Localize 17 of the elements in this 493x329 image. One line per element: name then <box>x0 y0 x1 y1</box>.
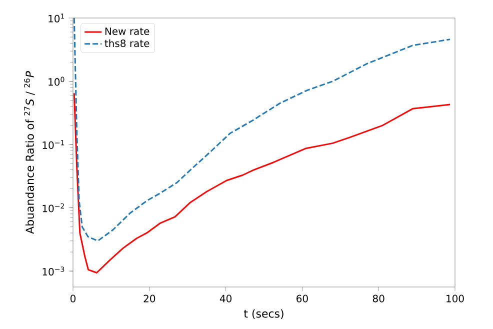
legend-label: ths8 rate <box>104 39 150 48</box>
line-series <box>73 92 451 274</box>
y-tick-label: 10$^{0}$ <box>48 76 64 86</box>
x-tick-label: 60 <box>296 294 308 302</box>
y-tick-label: 10$^{−3}$ <box>42 266 64 276</box>
y-tick-label: 10$^{1}$ <box>48 14 64 22</box>
x-tick-label: 80 <box>372 294 384 302</box>
x-tick-label: 0 <box>70 294 76 302</box>
y-tick-label: 10$^{−2}$ <box>42 203 64 212</box>
x-tick-label: 40 <box>220 294 232 302</box>
x-axis-title: t (secs) <box>244 309 284 320</box>
y-tick-label: 10$^{−1}$ <box>42 140 64 149</box>
legend-label: New rate <box>105 28 150 36</box>
x-tick-label: 20 <box>144 294 156 302</box>
y-axis-title: Abuandance Ratio of $^{27}$S / $^{26}$P <box>24 71 35 234</box>
line-series <box>73 18 451 242</box>
x-tick-label: 100 <box>446 294 464 302</box>
